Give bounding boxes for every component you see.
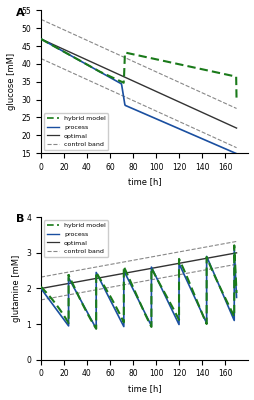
Legend: hybrid model, process, optimal, control band: hybrid model, process, optimal, control … — [44, 113, 108, 150]
X-axis label: time [h]: time [h] — [127, 177, 161, 186]
Legend: hybrid model, process, optimal, control band: hybrid model, process, optimal, control … — [44, 220, 108, 257]
Text: B: B — [16, 214, 24, 224]
Y-axis label: glutamine [mM]: glutamine [mM] — [12, 255, 21, 322]
Text: A: A — [16, 8, 25, 18]
Y-axis label: glucose [mM]: glucose [mM] — [7, 53, 16, 110]
X-axis label: time [h]: time [h] — [127, 384, 161, 393]
